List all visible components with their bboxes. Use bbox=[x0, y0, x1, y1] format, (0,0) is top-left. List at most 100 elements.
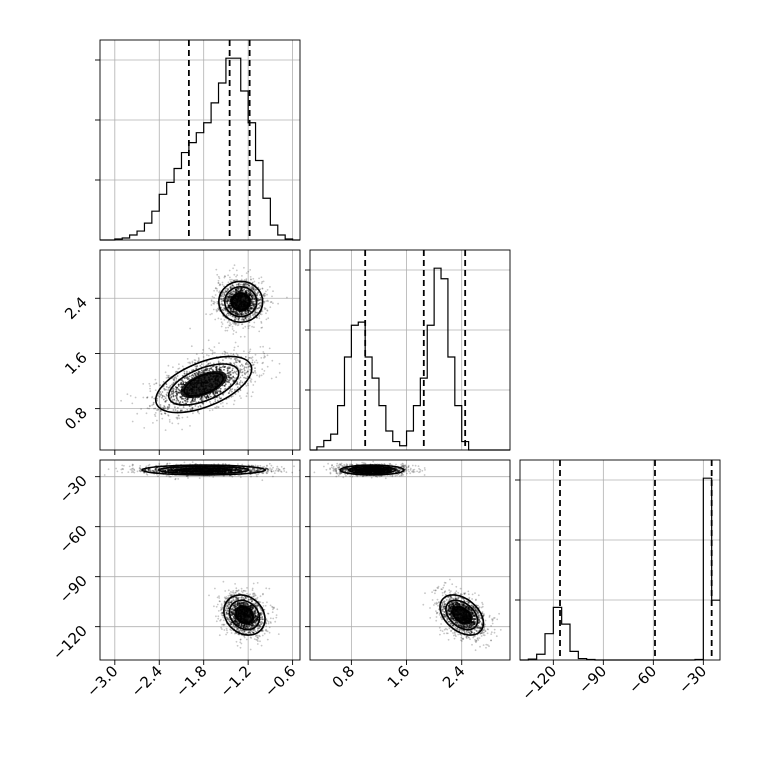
scatter-point bbox=[136, 470, 139, 473]
scatter-point bbox=[265, 467, 268, 470]
scatter-point bbox=[271, 468, 273, 470]
scatter-point bbox=[213, 301, 216, 304]
scatter-point bbox=[236, 381, 239, 383]
contour-line bbox=[228, 599, 261, 631]
scatter-point bbox=[256, 475, 258, 478]
scatter-point bbox=[228, 381, 230, 384]
scatter-point bbox=[280, 471, 283, 473]
scatter-point bbox=[232, 322, 234, 324]
scatter-point bbox=[226, 321, 229, 324]
scatter-point bbox=[208, 409, 211, 412]
scatter-point bbox=[229, 304, 231, 307]
scatter-point bbox=[266, 293, 268, 296]
scatter-point bbox=[249, 623, 251, 626]
scatter-point bbox=[171, 391, 173, 393]
scatter-point bbox=[233, 285, 236, 288]
x-tick-label: −2.4 bbox=[128, 662, 166, 700]
scatter-point bbox=[220, 402, 222, 405]
scatter-point bbox=[144, 468, 146, 471]
scatter-point bbox=[221, 614, 223, 617]
scatter-point bbox=[154, 470, 157, 473]
scatter-point bbox=[258, 299, 261, 301]
scatter-point bbox=[219, 609, 222, 612]
scatter-point bbox=[206, 369, 209, 371]
scatter-point bbox=[249, 269, 252, 271]
scatter-point bbox=[143, 472, 145, 474]
scatter-point bbox=[221, 292, 224, 294]
scatter-point bbox=[149, 387, 151, 390]
scatter-point bbox=[241, 591, 244, 594]
scatter-point bbox=[247, 290, 250, 293]
scatter-point bbox=[166, 407, 169, 409]
scatter-point bbox=[272, 607, 275, 610]
scatter-point bbox=[240, 323, 243, 326]
scatter-point bbox=[166, 394, 168, 397]
scatter-point bbox=[222, 299, 225, 302]
scatter-point bbox=[226, 629, 228, 632]
scatter-point bbox=[227, 392, 230, 394]
scatter-point bbox=[225, 357, 228, 359]
scatter-point bbox=[215, 405, 218, 408]
scatter-point bbox=[261, 630, 264, 633]
scatter-point bbox=[236, 603, 239, 606]
scatter-point bbox=[266, 465, 268, 467]
scatter-point bbox=[228, 603, 230, 606]
scatter-point bbox=[216, 288, 218, 290]
scatter-point bbox=[183, 377, 186, 380]
x-tick-label: −120 bbox=[518, 662, 560, 704]
scatter-point bbox=[225, 612, 228, 614]
scatter-point bbox=[214, 400, 217, 402]
scatter-point bbox=[257, 291, 260, 293]
scatter-point bbox=[266, 467, 269, 470]
scatter-point bbox=[235, 596, 237, 599]
scatter-point bbox=[231, 395, 234, 397]
scatter-point bbox=[223, 307, 225, 310]
scatter-point bbox=[246, 392, 249, 395]
scatter-point bbox=[148, 382, 151, 385]
scatter-point bbox=[255, 634, 258, 637]
scatter-point bbox=[238, 360, 240, 362]
scatter-point bbox=[261, 310, 264, 313]
scatter-point bbox=[120, 399, 122, 402]
scatter-point bbox=[233, 370, 236, 373]
scatter-point bbox=[153, 397, 156, 400]
scatter-point bbox=[115, 467, 117, 470]
scatter-point bbox=[223, 319, 226, 321]
scatter-point bbox=[147, 469, 150, 472]
scatter-point bbox=[218, 396, 221, 398]
scatter-point bbox=[233, 599, 236, 602]
scatter-point bbox=[222, 295, 225, 298]
scatter-point bbox=[186, 358, 189, 360]
x-tick-label: −1.8 bbox=[172, 662, 210, 700]
scatter-point bbox=[244, 590, 247, 592]
scatter-point bbox=[262, 351, 265, 353]
scatter-point bbox=[178, 383, 180, 386]
contour-line bbox=[141, 464, 267, 476]
scatter-point bbox=[178, 417, 181, 420]
scatter-point bbox=[240, 278, 243, 281]
scatter-point bbox=[259, 305, 262, 308]
scatter-point bbox=[223, 291, 226, 294]
scatter-point bbox=[243, 279, 246, 281]
scatter-point bbox=[186, 370, 188, 373]
scatter-point bbox=[224, 387, 227, 390]
scatter-point bbox=[244, 317, 247, 320]
scatter-point bbox=[253, 638, 256, 640]
scatter-point bbox=[226, 616, 228, 619]
scatter-point bbox=[253, 313, 256, 316]
scatter-point bbox=[226, 604, 229, 607]
scatter-point bbox=[165, 377, 168, 379]
scatter-point bbox=[248, 324, 251, 327]
scatter-point bbox=[220, 612, 223, 615]
scatter-point bbox=[227, 609, 229, 612]
scatter-point bbox=[193, 359, 196, 361]
scatter-point bbox=[176, 410, 179, 412]
scatter-point bbox=[232, 592, 235, 594]
scatter-point bbox=[233, 279, 235, 282]
scatter-point bbox=[251, 281, 254, 284]
panel-content bbox=[120, 264, 288, 431]
scatter-point bbox=[226, 607, 229, 610]
scatter-point bbox=[133, 469, 136, 472]
scatter-point bbox=[259, 296, 262, 299]
scatter-point bbox=[350, 463, 353, 466]
